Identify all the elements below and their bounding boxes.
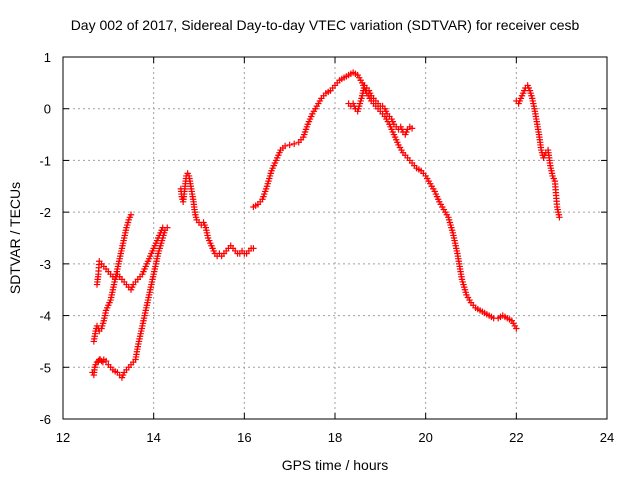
x-tick-label: 16 [237,430,251,445]
x-axis-label: GPS time / hours [282,457,389,473]
y-tick-label: -1 [39,153,51,168]
y-tick-label: 0 [44,102,51,117]
data-point [127,211,135,218]
y-tick-label: 1 [44,50,51,65]
data-point [102,357,110,365]
x-tick-label: 18 [328,430,342,445]
x-tick-label: 12 [56,430,70,445]
y-tick-label: -4 [39,309,51,324]
data-point [291,140,298,148]
grid [63,57,607,419]
axis-ticks: 12 14 16 18 20 22 24 1 0 -1 -2 -3 -4 -5 -6 [39,50,614,445]
y-tick-label: -3 [39,257,51,272]
data-point [159,224,166,231]
x-tick-label: 14 [146,430,160,445]
x-tick-label: 20 [418,430,432,445]
chart-title: Day 002 of 2017, Sidereal Day-to-day VTE… [71,17,580,33]
data-point [286,141,293,149]
data-point [556,214,563,221]
y-tick-label: -2 [39,205,51,220]
data-point [513,325,520,332]
data-point [250,245,257,252]
data-point [281,142,289,150]
x-tick-label: 24 [600,430,614,445]
y-tick-label: -5 [39,360,51,375]
y-tick-label: -6 [39,412,51,427]
y-axis-label: SDTVAR / TECUs [7,182,23,294]
x-tick-label: 22 [509,430,523,445]
data-point [408,125,416,132]
data-points [89,69,563,381]
